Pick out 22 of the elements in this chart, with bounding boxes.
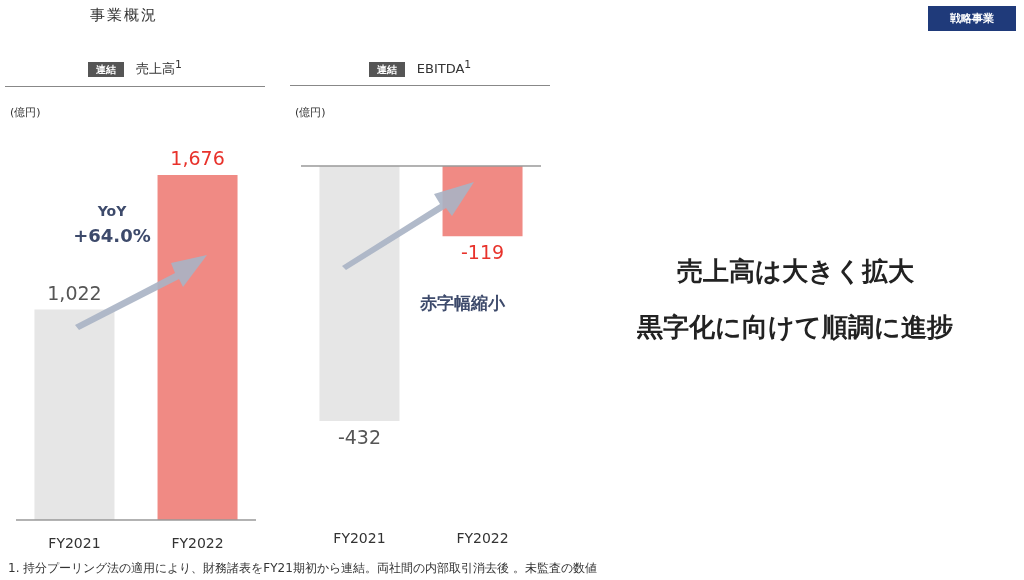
annotation: 赤字幅縮小 [418, 292, 506, 315]
x-tick-label: FY2021 [333, 529, 386, 546]
data-label: -432 [337, 426, 382, 448]
chart-title: 売上高$^{1}$ [136, 58, 182, 77]
annotation: YoY [96, 203, 128, 219]
chart-subtitle: 連結 [368, 62, 405, 78]
text: 売上高は大きく拡大 [675, 255, 915, 288]
x-tick-label: FY2022 [171, 534, 224, 551]
y-axis-title: (億円) [295, 105, 326, 120]
data-label: -119 [460, 241, 505, 264]
annotation: +64.0% [72, 225, 152, 246]
text: 1. 持分プーリング法の適用により、財務諸表をFY21期初から連結。両社間の内部取引消去後 。未監査の数値 [8, 560, 597, 577]
y-axis-title: (億円) [10, 105, 41, 120]
chart-title: EBITDA$^{1}$ [416, 58, 472, 77]
x-tick-label: FY2021 [48, 534, 101, 551]
data-label: 1,676 [170, 147, 225, 169]
text: 戦略事業 [928, 6, 1016, 31]
x-tick-label: FY2022 [456, 529, 509, 546]
text: 黒字化に向けて順調に進捗 [636, 311, 954, 344]
data-label: 1,022 [47, 281, 102, 304]
text: 事業概況 [90, 6, 158, 25]
chart-subtitle: 連結 [88, 62, 125, 78]
